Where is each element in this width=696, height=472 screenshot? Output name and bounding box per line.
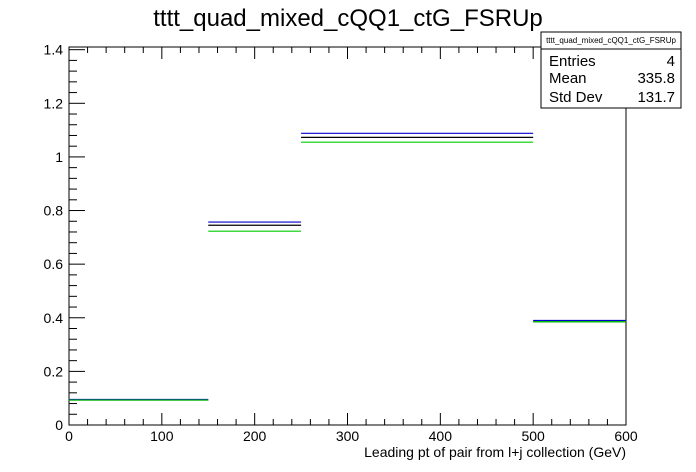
y-tick-label: 0.2	[44, 363, 64, 379]
y-tick-label: 0.4	[44, 310, 64, 326]
stats-box-frame	[540, 31, 682, 109]
y-tick-label: 0.8	[44, 203, 64, 219]
x-tick-label: 500	[521, 428, 545, 444]
stats-entries-value: 4	[667, 53, 675, 70]
stats-stddev-label: Std Dev	[549, 89, 603, 106]
y-tick-label: 0	[55, 417, 63, 433]
x-axis-label: Leading pt of pair from l+j collection (…	[364, 444, 626, 460]
stats-entries-label: Entries	[549, 53, 596, 70]
stats-box-title: tttt_quad_mixed_cQQ1_ctG_FSRUp	[546, 36, 676, 45]
y-tick-label: 1.2	[44, 95, 64, 111]
histogram-series	[69, 132, 626, 401]
x-axis-tick-labels: 0 100 200 300 400 500 600	[65, 428, 638, 444]
x-tick-label: 300	[336, 428, 360, 444]
x-axis-ticks	[68, 47, 627, 425]
stats-stddev-value: 131.7	[637, 89, 675, 106]
x-tick-label: 200	[243, 428, 267, 444]
stats-box: tttt_quad_mixed_cQQ1_ctG_FSRUp Entries 4…	[540, 31, 682, 109]
chart-title: tttt_quad_mixed_cQQ1_ctG_FSRUp	[153, 5, 543, 32]
x-tick-label: 100	[150, 428, 174, 444]
x-tick-label: 400	[429, 428, 453, 444]
stats-mean-label: Mean	[549, 70, 587, 87]
stats-mean-value: 335.8	[637, 70, 675, 87]
y-tick-label: 1	[55, 149, 63, 165]
y-tick-label: 0.6	[44, 256, 64, 272]
y-tick-label: 1.4	[44, 42, 64, 58]
x-tick-label: 0	[65, 428, 73, 444]
x-tick-label: 600	[614, 428, 638, 444]
y-axis-tick-labels: 0 0.2 0.4 0.6 0.8 1 1.2 1.4	[44, 42, 64, 433]
y-axis-ticks	[69, 49, 85, 426]
